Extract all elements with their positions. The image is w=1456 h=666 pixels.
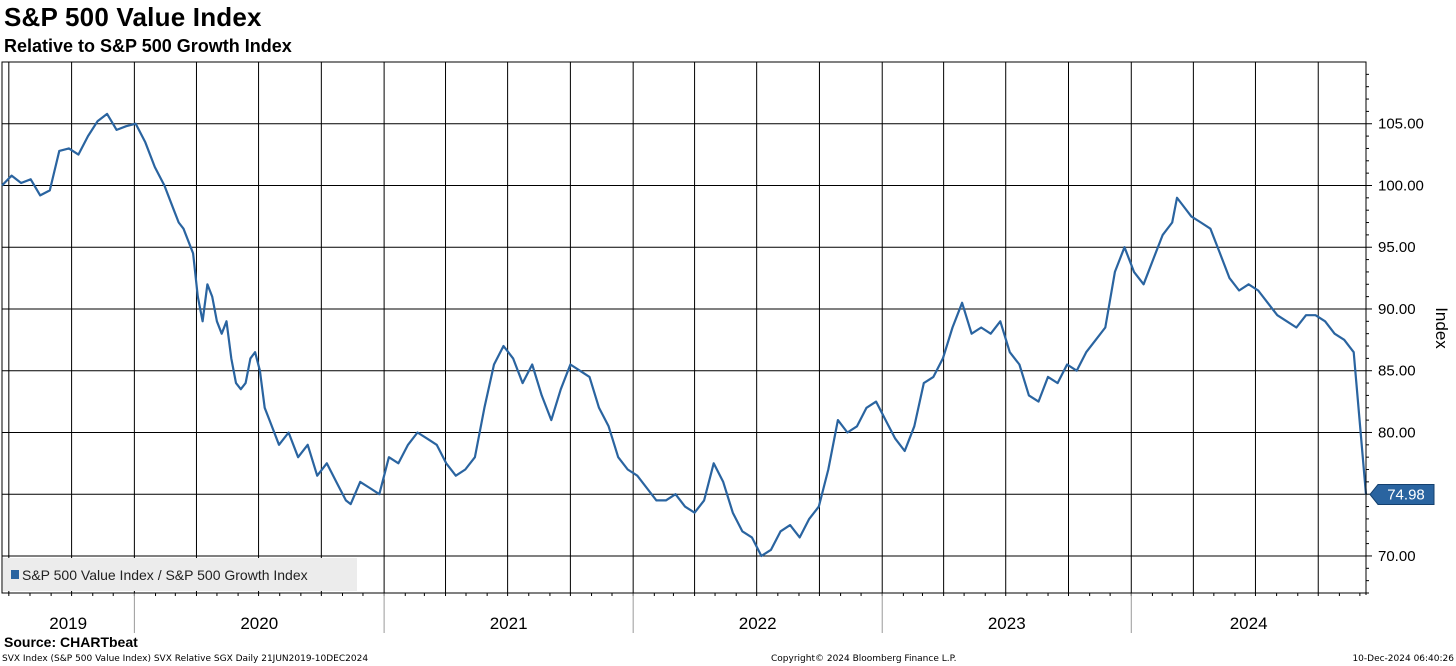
footer-timestamp: 10-Dec-2024 06:40:26 [1352, 654, 1454, 664]
source-note: Source: CHARTbeat [4, 634, 138, 650]
chart-subtitle: Relative to S&P 500 Growth Index [4, 36, 292, 56]
chart-title: S&P 500 Value Index [4, 2, 262, 32]
x-tick-label: 2022 [739, 614, 777, 633]
y-tick-label: 100.00 [1378, 177, 1424, 194]
y-tick-label: 80.00 [1378, 424, 1416, 441]
series-layer [1, 112, 1368, 558]
y-tick-label: 95.00 [1378, 239, 1416, 256]
last-value-badge [1369, 483, 1435, 505]
x-tick-label: 2024 [1230, 614, 1268, 633]
x-tick-label: 2021 [490, 614, 528, 633]
y-tick-label: 85.00 [1378, 363, 1416, 380]
footer-copyright: Copyright© 2024 Bloomberg Finance L.P. [771, 654, 957, 664]
grid [1, 61, 1367, 594]
legend-box [3, 558, 357, 591]
plot-frame [1, 61, 1367, 594]
last-value-label: 74.98 [1387, 486, 1425, 503]
footer-ticker-info: SVX Index (S&P 500 Value Index) SVX Rela… [2, 654, 369, 664]
legend: S&P 500 Value Index / S&P 500 Growth Ind… [3, 558, 357, 591]
series-line [1, 112, 1368, 558]
legend-label: S&P 500 Value Index / S&P 500 Growth Ind… [22, 567, 308, 583]
line-chart: S&P 500 Value Index / S&P 500 Growth Ind… [1, 61, 1451, 633]
x-tick-label: 2023 [988, 614, 1026, 633]
x-tick-label: 2020 [240, 614, 278, 633]
y-tick-label: 70.00 [1378, 548, 1416, 565]
y-axis: 70.00 80.00 85.00 90.00 95.00 100.00 105.00 74.… [1365, 62, 1435, 595]
y-tick-label: 90.00 [1378, 301, 1416, 318]
legend-swatch [11, 570, 19, 579]
y-axis-label: Index [1432, 307, 1451, 349]
x-tick-label: 2019 [49, 614, 87, 633]
x-axis: 2019 2020 2021 2022 2023 2024 [2, 592, 1366, 633]
y-tick-label: 105.00 [1378, 116, 1424, 133]
